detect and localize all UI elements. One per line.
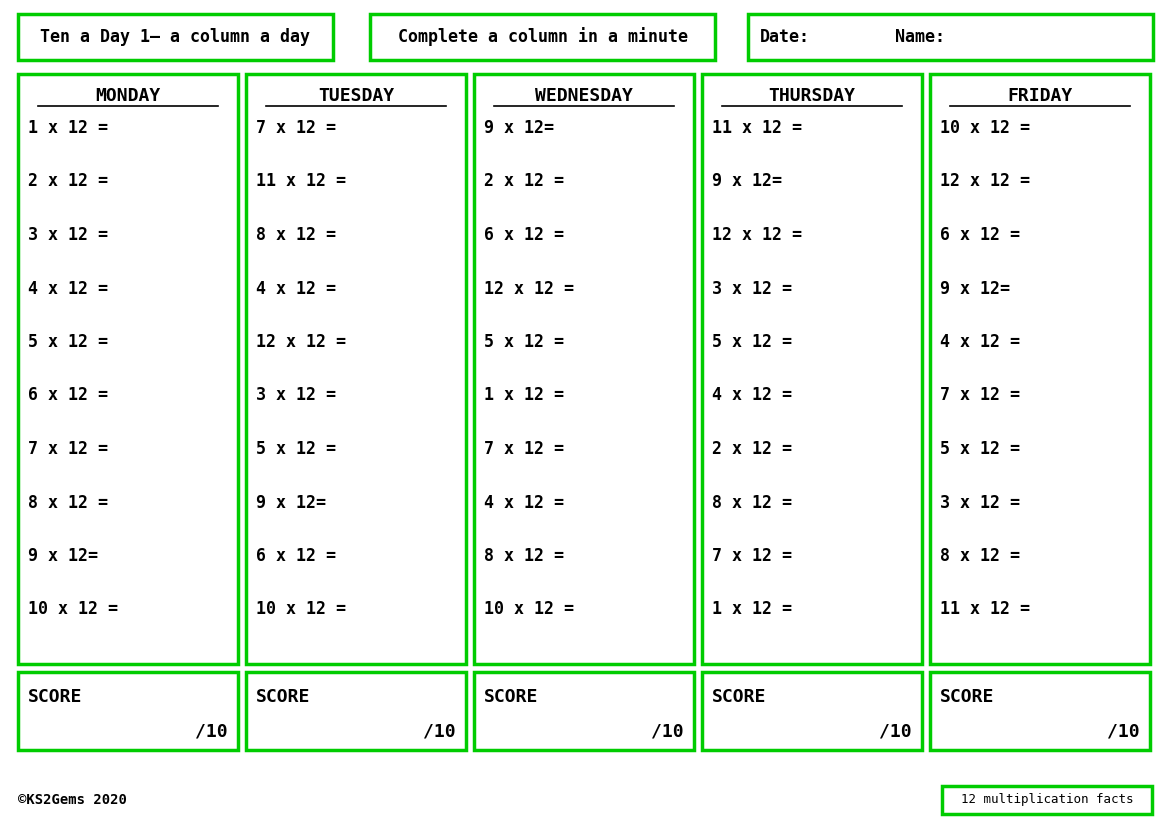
Text: Date:: Date: bbox=[760, 28, 810, 46]
Text: 5 x 12 =: 5 x 12 = bbox=[713, 333, 792, 351]
Text: 11 x 12 =: 11 x 12 = bbox=[256, 173, 346, 190]
Text: FRIDAY: FRIDAY bbox=[1007, 87, 1073, 105]
Text: 5 x 12 =: 5 x 12 = bbox=[940, 440, 1020, 458]
Text: THURSDAY: THURSDAY bbox=[769, 87, 855, 105]
Text: 1 x 12 =: 1 x 12 = bbox=[713, 600, 792, 619]
Text: SCORE: SCORE bbox=[940, 688, 994, 706]
Text: 11 x 12 =: 11 x 12 = bbox=[940, 600, 1030, 619]
Bar bbox=[370, 14, 715, 60]
Bar bbox=[474, 74, 694, 664]
Text: 1 x 12 =: 1 x 12 = bbox=[484, 386, 564, 404]
Text: 7 x 12 =: 7 x 12 = bbox=[940, 386, 1020, 404]
Text: 9 x 12=: 9 x 12= bbox=[256, 494, 326, 512]
Bar bbox=[246, 74, 466, 664]
Text: 6 x 12 =: 6 x 12 = bbox=[28, 386, 108, 404]
Text: 12 x 12 =: 12 x 12 = bbox=[713, 226, 801, 244]
Text: 3 x 12 =: 3 x 12 = bbox=[713, 280, 792, 298]
Text: 9 x 12=: 9 x 12= bbox=[28, 547, 98, 565]
Text: 9 x 12=: 9 x 12= bbox=[484, 119, 555, 137]
Text: 4 x 12 =: 4 x 12 = bbox=[713, 386, 792, 404]
Text: SCORE: SCORE bbox=[256, 688, 310, 706]
Text: 6 x 12 =: 6 x 12 = bbox=[940, 226, 1020, 244]
Text: 12 multiplication facts: 12 multiplication facts bbox=[961, 793, 1134, 806]
Text: Ten a Day 1— a column a day: Ten a Day 1— a column a day bbox=[41, 28, 310, 46]
Text: 8 x 12 =: 8 x 12 = bbox=[713, 494, 792, 512]
Text: 8 x 12 =: 8 x 12 = bbox=[28, 494, 108, 512]
Text: 7 x 12 =: 7 x 12 = bbox=[28, 440, 108, 458]
Text: SCORE: SCORE bbox=[713, 688, 766, 706]
Text: 10 x 12 =: 10 x 12 = bbox=[28, 600, 118, 619]
Text: /10: /10 bbox=[424, 722, 456, 740]
Text: 4 x 12 =: 4 x 12 = bbox=[484, 494, 564, 512]
Bar bbox=[930, 672, 1150, 750]
Text: Complete a column in a minute: Complete a column in a minute bbox=[398, 27, 688, 46]
Text: 12 x 12 =: 12 x 12 = bbox=[256, 333, 346, 351]
Text: 10 x 12 =: 10 x 12 = bbox=[484, 600, 574, 619]
Bar bbox=[18, 74, 238, 664]
Text: 11 x 12 =: 11 x 12 = bbox=[713, 119, 801, 137]
Text: 4 x 12 =: 4 x 12 = bbox=[256, 280, 336, 298]
Text: ©KS2Gems 2020: ©KS2Gems 2020 bbox=[18, 793, 126, 807]
Bar bbox=[748, 14, 1152, 60]
Text: 7 x 12 =: 7 x 12 = bbox=[484, 440, 564, 458]
Text: /10: /10 bbox=[195, 722, 228, 740]
Text: 6 x 12 =: 6 x 12 = bbox=[256, 547, 336, 565]
Bar bbox=[474, 672, 694, 750]
Text: 3 x 12 =: 3 x 12 = bbox=[28, 226, 108, 244]
Text: SCORE: SCORE bbox=[484, 688, 538, 706]
Text: SCORE: SCORE bbox=[28, 688, 82, 706]
Text: 7 x 12 =: 7 x 12 = bbox=[713, 547, 792, 565]
Text: 5 x 12 =: 5 x 12 = bbox=[484, 333, 564, 351]
Text: /10: /10 bbox=[1107, 722, 1140, 740]
Text: 2 x 12 =: 2 x 12 = bbox=[713, 440, 792, 458]
Text: 7 x 12 =: 7 x 12 = bbox=[256, 119, 336, 137]
Text: 8 x 12 =: 8 x 12 = bbox=[940, 547, 1020, 565]
Text: Name:: Name: bbox=[895, 28, 945, 46]
Text: /10: /10 bbox=[652, 722, 684, 740]
Text: 12 x 12 =: 12 x 12 = bbox=[940, 173, 1030, 190]
Text: 9 x 12=: 9 x 12= bbox=[713, 173, 782, 190]
Text: 10 x 12 =: 10 x 12 = bbox=[256, 600, 346, 619]
Text: 8 x 12 =: 8 x 12 = bbox=[256, 226, 336, 244]
Text: MONDAY: MONDAY bbox=[96, 87, 160, 105]
Text: TUESDAY: TUESDAY bbox=[318, 87, 394, 105]
Text: WEDNESDAY: WEDNESDAY bbox=[535, 87, 633, 105]
Text: 4 x 12 =: 4 x 12 = bbox=[940, 333, 1020, 351]
Bar bbox=[942, 786, 1152, 814]
Bar bbox=[18, 14, 333, 60]
Text: 10 x 12 =: 10 x 12 = bbox=[940, 119, 1030, 137]
Text: 2 x 12 =: 2 x 12 = bbox=[28, 173, 108, 190]
Text: 12 x 12 =: 12 x 12 = bbox=[484, 280, 574, 298]
Bar bbox=[930, 74, 1150, 664]
Bar bbox=[246, 672, 466, 750]
Text: 4 x 12 =: 4 x 12 = bbox=[28, 280, 108, 298]
Text: 3 x 12 =: 3 x 12 = bbox=[256, 386, 336, 404]
Text: 5 x 12 =: 5 x 12 = bbox=[28, 333, 108, 351]
Bar bbox=[18, 672, 238, 750]
Bar bbox=[702, 672, 922, 750]
Text: 5 x 12 =: 5 x 12 = bbox=[256, 440, 336, 458]
Text: 2 x 12 =: 2 x 12 = bbox=[484, 173, 564, 190]
Text: 1 x 12 =: 1 x 12 = bbox=[28, 119, 108, 137]
Text: 3 x 12 =: 3 x 12 = bbox=[940, 494, 1020, 512]
Text: /10: /10 bbox=[880, 722, 911, 740]
Text: 6 x 12 =: 6 x 12 = bbox=[484, 226, 564, 244]
Text: 9 x 12=: 9 x 12= bbox=[940, 280, 1010, 298]
Bar bbox=[702, 74, 922, 664]
Text: 8 x 12 =: 8 x 12 = bbox=[484, 547, 564, 565]
